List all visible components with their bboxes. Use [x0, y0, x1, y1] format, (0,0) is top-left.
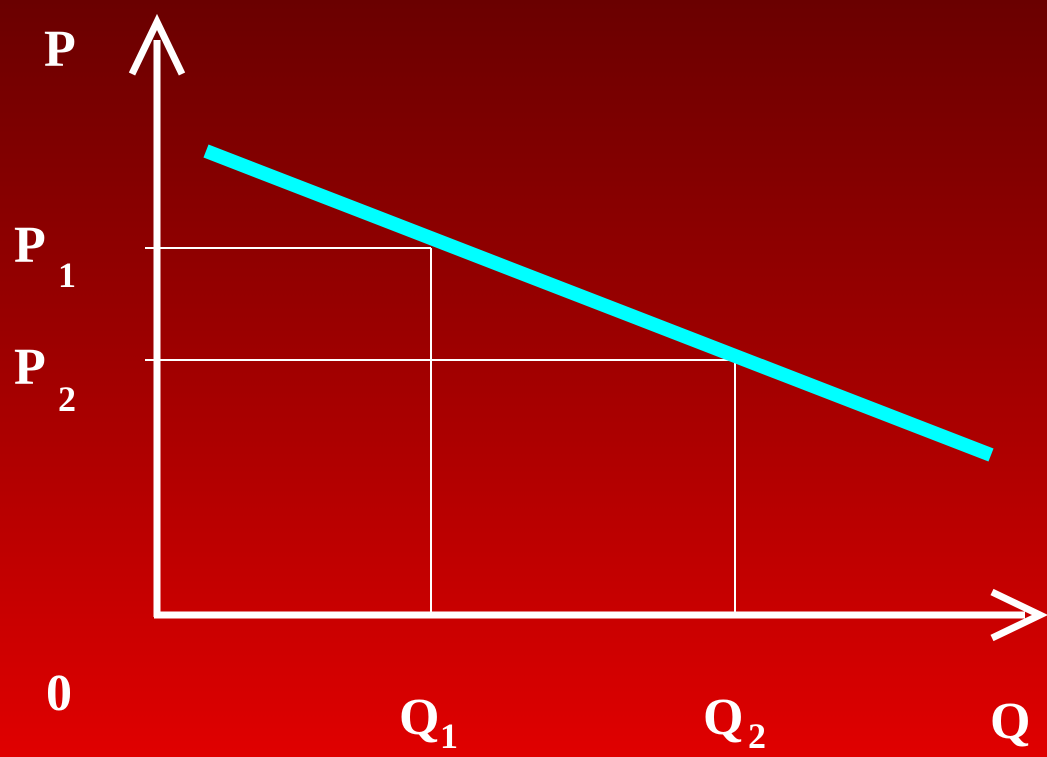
x-axis-label: Q [990, 693, 1030, 750]
y-axis-label: P [44, 21, 76, 78]
p2-label: P [14, 339, 46, 396]
p2-subscript: 2 [58, 379, 76, 419]
q2-label: Q [703, 689, 743, 746]
x-axis-arrowhead [990, 588, 1047, 642]
y-axis-arrowhead [128, 13, 186, 76]
q2-subscript: 2 [748, 716, 766, 756]
p1-subscript: 1 [58, 255, 76, 295]
origin-label: 0 [46, 665, 72, 722]
q1-label: Q [399, 689, 439, 746]
p1-label: P [14, 217, 46, 274]
q1-subscript: 1 [440, 716, 458, 756]
demand-line [203, 144, 994, 462]
